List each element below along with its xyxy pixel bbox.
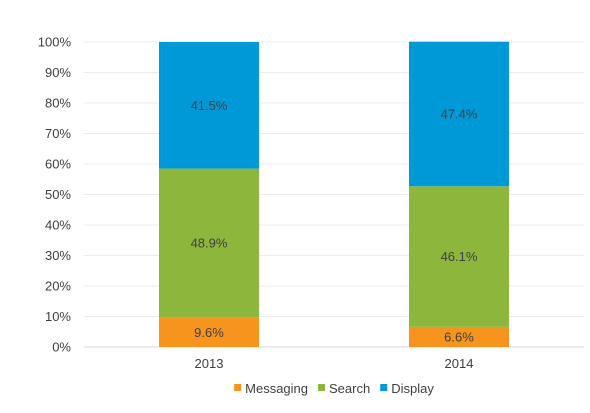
- y-tick-label: 50%: [45, 187, 71, 202]
- y-tick-label: 30%: [45, 248, 71, 263]
- y-tick-label: 10%: [45, 309, 71, 324]
- data-label-search-2013: 48.9%: [191, 236, 228, 251]
- legend: Messaging Search Display: [234, 381, 434, 396]
- bar-segment-search-2013: [159, 168, 259, 318]
- y-axis: 0% 10% 20% 30% 40% 50% 60% 70% 80% 90% 100%: [38, 35, 72, 355]
- bar-segment-search-2014: [409, 186, 509, 327]
- legend-label-messaging: Messaging: [245, 381, 308, 396]
- data-label-display-2013: 41.5%: [191, 98, 228, 113]
- legend-swatch-display: [380, 384, 388, 391]
- y-tick-label: 90%: [45, 65, 71, 80]
- data-label-messaging-2013: 9.6%: [194, 325, 224, 340]
- bar-segment-display-2014: [409, 41, 509, 187]
- y-tick-label: 100%: [38, 35, 72, 50]
- legend-label-search: Search: [329, 381, 370, 396]
- legend-label-display: Display: [391, 381, 434, 396]
- data-label-search-2014: 46.1%: [441, 249, 478, 264]
- data-label-messaging-2014: 6.6%: [444, 329, 474, 344]
- bar-segment-messaging-2013: [159, 317, 259, 347]
- legend-swatch-search: [318, 384, 326, 391]
- y-tick-label: 0%: [52, 340, 71, 355]
- y-tick-label: 80%: [45, 96, 71, 111]
- data-label-display-2014: 47.4%: [441, 106, 478, 121]
- bars: 9.6% 48.9% 41.5% 6.6% 46.1% 47.4%: [159, 41, 509, 347]
- bar-segment-display-2013: [159, 42, 259, 169]
- y-tick-label: 60%: [45, 157, 71, 172]
- x-tick-label: 2013: [195, 356, 224, 371]
- x-axis: 2013 2014: [195, 356, 474, 371]
- x-tick-label: 2014: [445, 356, 474, 371]
- y-tick-label: 40%: [45, 218, 71, 233]
- y-tick-label: 20%: [45, 279, 71, 294]
- y-tick-label: 70%: [45, 126, 71, 141]
- bar-segment-messaging-2014: [409, 326, 509, 347]
- legend-swatch-messaging: [234, 384, 242, 391]
